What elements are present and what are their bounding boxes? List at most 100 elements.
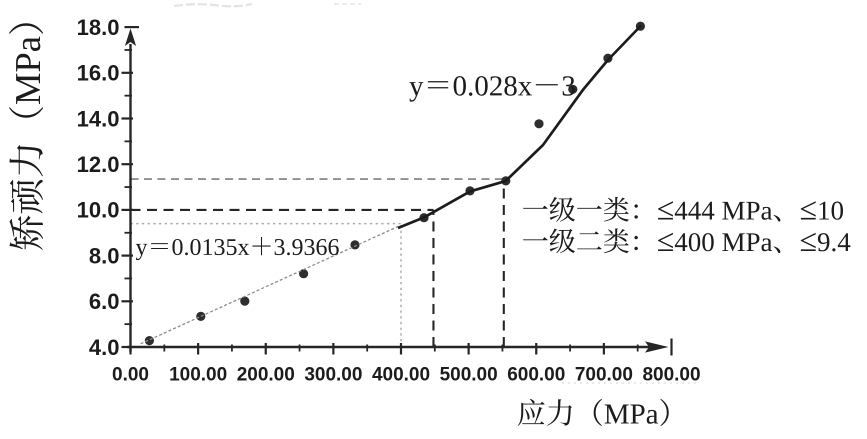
annotation-eq-linear-glyph — [214, 239, 225, 256]
data-point — [534, 119, 544, 129]
annotation-note-line1-glyph — [603, 196, 629, 222]
x-axis-label-glyph — [547, 399, 572, 426]
annotation-eq-linear-glyph — [328, 239, 339, 256]
annotation-eq-steep-glyph — [453, 76, 466, 96]
annotation-eq-steep-glyph — [518, 82, 532, 96]
x-axis-label-glyph — [630, 404, 645, 424]
x-tick-label: 700.00 — [575, 365, 633, 386]
y-axis-label-glyph — [9, 145, 43, 177]
annotation-eq-steep-glyph — [504, 76, 517, 96]
annotation-eq-linear-glyph — [226, 239, 237, 256]
annotation-note-line2-glyph — [832, 248, 836, 252]
x-tick-label: 100.00 — [169, 365, 227, 386]
annotation-note-line1-glyph — [831, 201, 843, 220]
annotation-eq-linear-glyph — [185, 252, 188, 256]
scan-artifact — [173, 2, 253, 8]
annotation-note-line1-text: 一级一类：≤444 MPa、≤10 — [522, 195, 839, 225]
annotation-eq-steep-glyph — [535, 84, 558, 86]
annotation-eq-linear-glyph — [304, 239, 315, 256]
annotation-note-line1-glyph — [674, 201, 688, 220]
y-tick-label: 10.0 — [77, 198, 120, 223]
y-axis-label-glyph — [9, 179, 43, 214]
y-axis-label-glyph — [22, 36, 41, 51]
x-axis-label-glyph — [517, 398, 545, 426]
x-axis-label-glyph — [604, 404, 629, 424]
annotation-note-line1-glyph — [549, 196, 576, 222]
annotation-eq-steep-glyph — [468, 92, 473, 96]
annotation-note-line1-glyph — [658, 201, 673, 220]
y-axis-label-glyph — [9, 23, 44, 34]
annotation-note-line1-glyph — [634, 204, 638, 219]
annotation-note-line1-glyph — [523, 205, 548, 209]
y-axis-arrow — [124, 28, 137, 46]
annotation-note-line1-glyph — [746, 201, 760, 220]
annotation-eq-steep-glyph — [427, 81, 449, 89]
x-tick-label: 800.00 — [642, 365, 700, 386]
y-axis-label-glyph — [16, 53, 40, 72]
annotation-note-line2-glyph — [702, 233, 714, 252]
annotation-note-line2-glyph — [817, 233, 830, 252]
y-tick-label: 16.0 — [77, 61, 120, 86]
x-tick-label: 0.00 — [112, 365, 149, 386]
annotation-eq-linear-glyph — [190, 238, 201, 256]
y-tick-label: 18.0 — [77, 15, 120, 40]
annotation-eq-steep-glyph — [409, 82, 424, 102]
annotation-note-line1-glyph — [773, 214, 781, 222]
annotation-note-line2-glyph — [722, 233, 745, 252]
annotation-eq-linear-glyph — [203, 239, 213, 255]
y-axis-label: 矫顽力（MPa） — [9, 23, 44, 250]
annotation-note-line2-glyph — [577, 231, 602, 250]
annotation-note-line2-glyph — [837, 233, 851, 252]
annotation-note-line2-glyph — [800, 232, 816, 252]
x-tick-label: 400.00 — [372, 365, 430, 386]
annotation-eq-linear-glyph — [274, 239, 285, 256]
annotation-eq-linear: y＝0.0135x＋3.9366 — [135, 235, 340, 261]
annotation-note-line2: 一级二类：≤400 MPa、≤9.4 — [523, 228, 851, 254]
x-axis-label-glyph — [660, 398, 669, 427]
annotation-note-line2-glyph — [761, 238, 773, 252]
annotation-eq-linear-glyph — [237, 243, 250, 255]
annotation-eq-linear-text: y＝0.0135x＋3.9366 — [136, 235, 340, 261]
annotation-note-line1-glyph — [722, 201, 745, 220]
annotation-note-line1-glyph — [688, 201, 701, 220]
annotation-eq-linear-glyph — [252, 236, 271, 256]
series — [140, 21, 646, 346]
annotation-note-line1-glyph — [577, 205, 602, 209]
data-point — [196, 311, 206, 321]
annotation-note-line2-glyph — [523, 237, 548, 241]
y-axis-label-glyph — [9, 107, 44, 118]
annotation-eq-linear-glyph — [135, 243, 148, 261]
annotation-note-line1-glyph — [761, 206, 773, 220]
y-tick-label: 4.0 — [89, 335, 120, 360]
annotation-eq-linear-glyph — [316, 239, 327, 256]
annotation-note-line2-glyph — [746, 233, 760, 252]
annotation-note-line2-glyph — [658, 232, 673, 252]
chart-root: 0.00 100.00 200.00 300.00 400.00 500.00 600.00… — [9, 2, 851, 427]
annotation-note-line2-glyph — [634, 235, 638, 251]
x-tick-label: 600.00 — [507, 365, 565, 386]
x-tick-label: 200.00 — [237, 365, 295, 386]
series-linear-fit-line — [140, 225, 399, 345]
x-axis-label-glyph — [646, 409, 659, 424]
x-tick-label: 500.00 — [440, 365, 498, 386]
x-tick-label: 300.00 — [304, 365, 362, 386]
axes — [124, 26, 673, 356]
y-axis-label-glyph — [9, 215, 44, 250]
y-tick-label: 14.0 — [77, 106, 120, 131]
annotation-note-line2-glyph — [688, 233, 701, 252]
x-axis-label: 应力（MPa） — [517, 398, 669, 427]
annotation-eq-steep-glyph — [475, 76, 488, 96]
data-point — [299, 269, 309, 279]
annotation-note-line1-glyph — [800, 201, 816, 220]
y-tick-label: 6.0 — [89, 289, 120, 314]
annotation-eq-steep-glyph — [562, 76, 575, 96]
annotation-eq-steep: y＝0.028x－3 — [409, 76, 575, 102]
annotation-note-line2-glyph — [674, 233, 688, 252]
annotation-note-line1-glyph — [701, 201, 715, 220]
annotation-note-line2-glyph — [773, 246, 781, 254]
ticks: 0.00 100.00 200.00 300.00 400.00 500.00 600.00… — [77, 15, 701, 386]
x-axis-label-glyph — [593, 398, 603, 427]
y-axis-label-glyph — [16, 73, 40, 104]
